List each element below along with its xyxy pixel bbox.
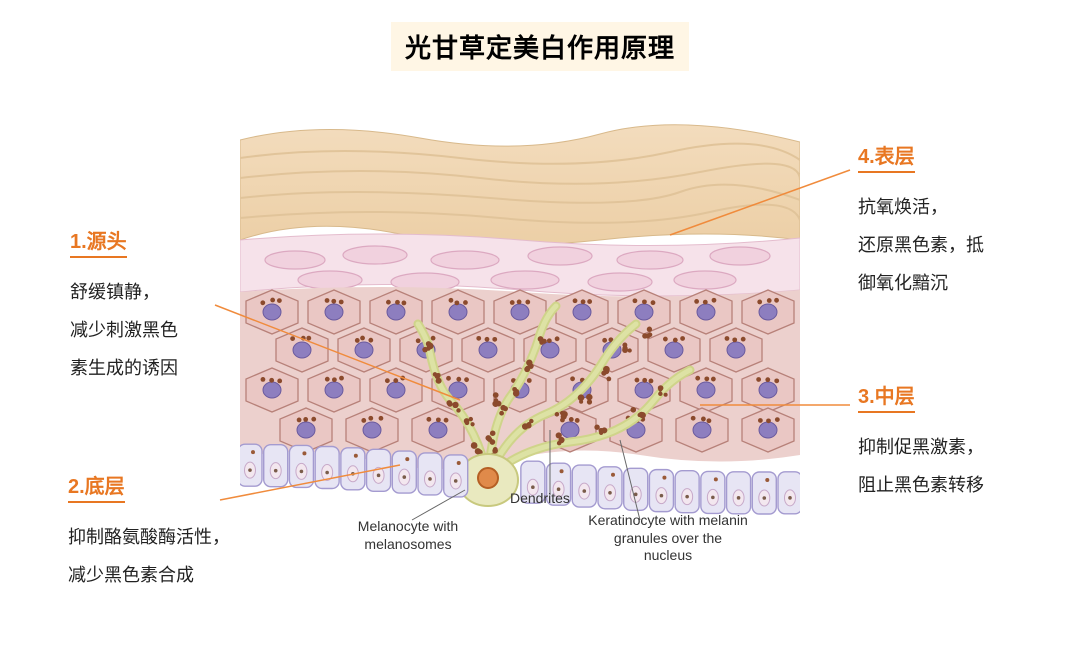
callout-3-middle: 3.中层 抑制促黑激素， 阻止黑色素转移 (858, 380, 984, 505)
label-dendrites: Dendrites (510, 490, 570, 508)
callout-3-heading: 3.中层 (858, 380, 915, 413)
label-keratinocyte: Keratinocyte with melanin granules over … (588, 512, 748, 565)
callout-1-source: 1.源头 舒缓镇静， 减少刺激黑色 素生成的诱因 (70, 225, 178, 387)
callout-2-heading: 2.底层 (68, 470, 125, 503)
stratum-granulosum (240, 234, 800, 296)
page-title: 光甘草定美白作用原理 (391, 22, 689, 71)
callout-2-body: 抑制酪氨酸酶活性， 减少黑色素合成 (68, 519, 230, 595)
callout-1-heading: 1.源头 (70, 225, 127, 258)
callout-1-body: 舒缓镇静， 减少刺激黑色 素生成的诱因 (70, 274, 178, 387)
callout-4-surface: 4.表层 抗氧焕活， 还原黑色素，抵 御氧化黯沉 (858, 140, 984, 302)
callout-4-heading: 4.表层 (858, 140, 915, 173)
skin-diagram: Dendrites Melanocyte with melanosomes Ke… (240, 100, 800, 540)
callout-2-base: 2.底层 抑制酪氨酸酶活性， 减少黑色素合成 (68, 470, 230, 595)
callout-3-body: 抑制促黑激素， 阻止黑色素转移 (858, 429, 984, 505)
stratum-corneum (240, 125, 800, 245)
label-melanocyte: Melanocyte with melanosomes (338, 518, 478, 553)
callout-4-body: 抗氧焕活， 还原黑色素，抵 御氧化黯沉 (858, 189, 984, 302)
